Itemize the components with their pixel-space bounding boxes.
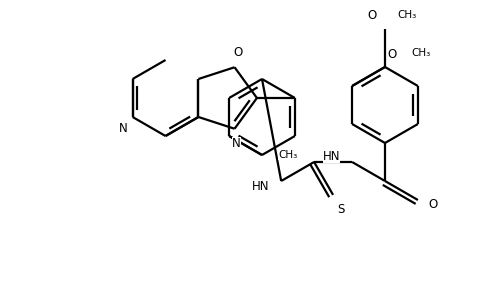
Text: CH₃: CH₃ <box>411 48 430 58</box>
Text: O: O <box>368 9 377 22</box>
Text: O: O <box>387 48 396 61</box>
Text: HN: HN <box>251 181 269 194</box>
Text: N: N <box>119 122 128 135</box>
Text: CH₃: CH₃ <box>278 150 297 160</box>
Text: N: N <box>232 137 241 150</box>
Text: CH₃: CH₃ <box>397 10 416 20</box>
Text: S: S <box>337 203 344 216</box>
Text: O: O <box>233 46 242 59</box>
Text: HN: HN <box>322 149 340 163</box>
Text: O: O <box>428 199 437 212</box>
